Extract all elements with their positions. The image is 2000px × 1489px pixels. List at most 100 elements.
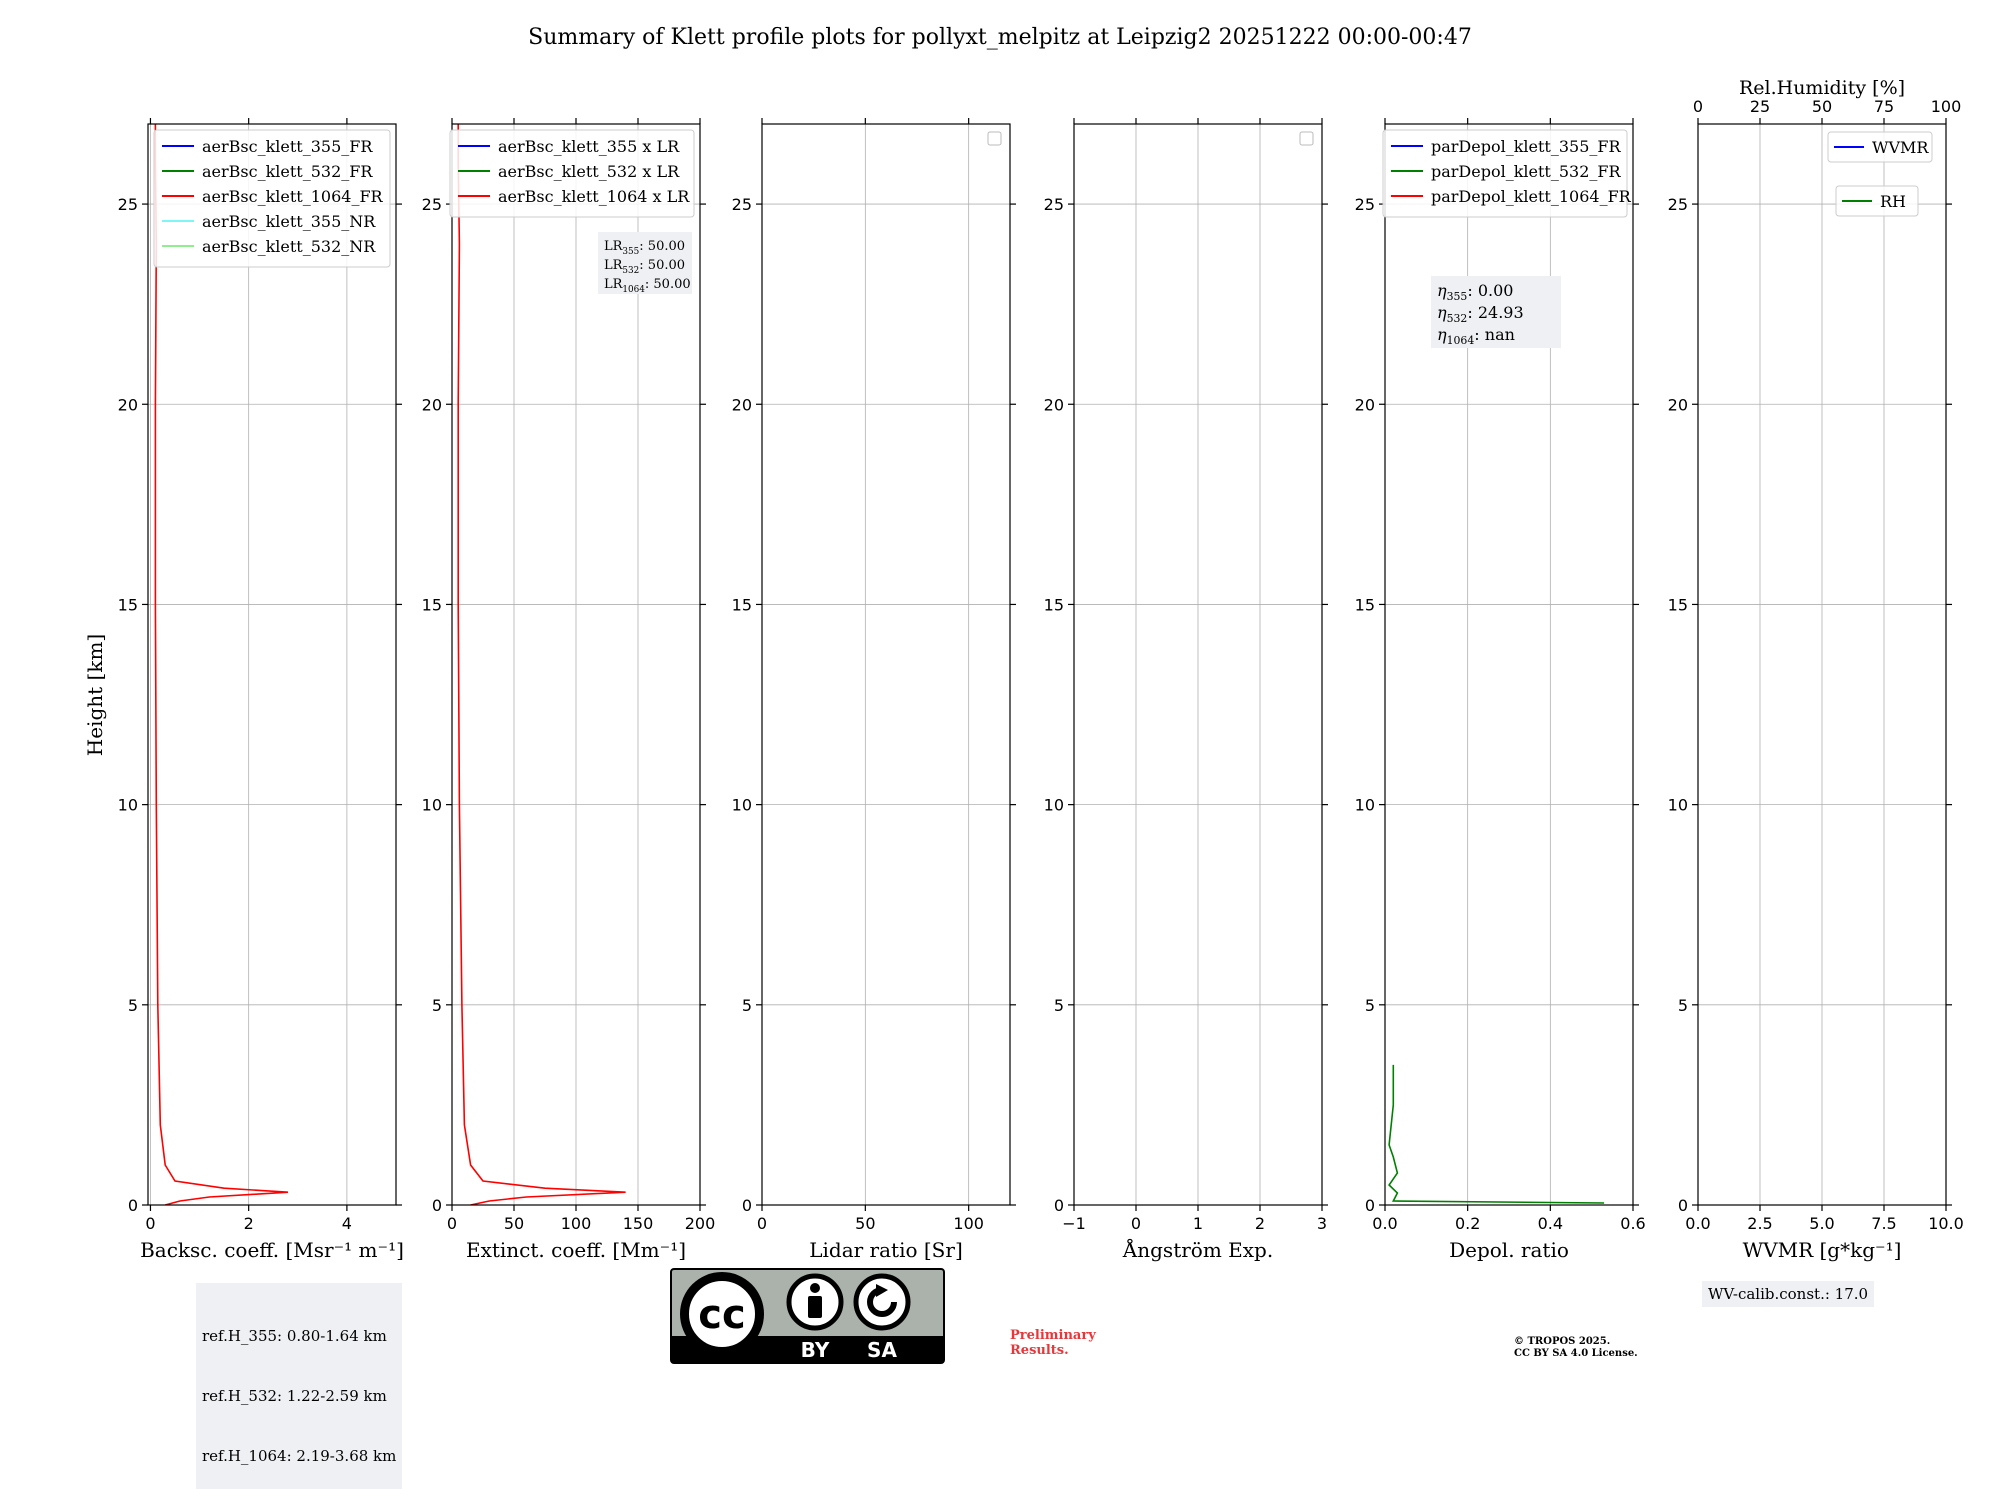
legend-label: aerBsc_klett_532_NR [202,237,376,256]
eta-label: η1064: nan [1437,325,1515,347]
preliminary-line-1: Preliminary [1010,1328,1096,1343]
legend: parDepol_klett_355_FR parDepol_klett_532_… [1382,129,1632,218]
x-tick-label: 100 [561,1214,592,1233]
reference-height-box: ref.H_355: 0.80-1.64 km ref.H_532: 1.22-… [196,1283,403,1489]
x-tick-label: 0 [447,1214,457,1233]
y-tick-label: 0 [128,1196,138,1215]
y-tick-label: 20 [1044,395,1064,414]
y-tick-label: 25 [422,195,442,214]
x-tick-label: 0 [757,1214,767,1233]
cc-badge-sa: SA [867,1338,897,1362]
y-tick-label: 5 [1678,996,1688,1015]
y-tick-label: 25 [1668,195,1688,214]
x-axis-label: Extinct. coeff. [Mm⁻¹] [466,1238,686,1262]
x-tick-label: 0.4 [1538,1214,1563,1233]
cc-badge-by: BY [801,1338,830,1362]
legend-label: aerBsc_klett_355_NR [202,212,376,231]
panel-extinction: 0 5 10 15 20 25 0 50 100 150 200 Extinct. coeff. [M… [422,118,716,1262]
y-tick-label: 0 [1678,1196,1688,1215]
legend-label: aerBsc_klett_1064_FR [202,187,384,206]
y-tick-label: 0 [1365,1196,1375,1215]
y-tick-label: 15 [1355,595,1375,614]
y-tick-label: 15 [732,595,752,614]
y-tick-label: 20 [732,395,752,414]
x-tick-label: 200 [685,1214,716,1233]
y-axis-label: Height [km] [83,634,107,756]
series-line-aerBsc_klett_1064_FR [154,124,289,1205]
x-tick-label: −1 [1062,1214,1086,1233]
y-tick-label: 25 [118,195,138,214]
y-tick-label: 15 [1668,595,1688,614]
legend-label: parDepol_klett_532_FR [1431,162,1622,181]
eta-label: η355: 0.00 [1437,281,1513,303]
series-group [457,124,626,1205]
legend-frame [1827,131,1933,163]
cc-badge-main: cc [698,1292,745,1338]
x-tick-label: 50 [855,1214,875,1233]
x-tick-label: 0.0 [1685,1214,1710,1233]
y-tick-label: 20 [118,395,138,414]
legend-label: aerBsc_klett_532_FR [202,162,373,181]
x-tick-label: 150 [623,1214,654,1233]
top-x-tick-label: 50 [1812,97,1832,116]
x-tick-label: 1 [1193,1214,1203,1233]
y-tick-label: 5 [1365,996,1375,1015]
ref-height-1064: ref.H_1064: 2.19-3.68 km [202,1447,397,1465]
y-tick-label: 10 [732,796,752,815]
legend: aerBsc_klett_355 x LR aerBsc_klett_532 x … [449,129,695,218]
x-tick-label: 0 [145,1214,155,1233]
y-tick-label: 25 [1044,195,1064,214]
copyright-note: © TROPOS 2025. CC BY SA 4.0 License. [1514,1336,1638,1360]
legend-frame [1835,185,1919,217]
y-tick-label: 15 [118,595,138,614]
panel-frame [761,123,1011,1206]
x-axis-label: Ångström Exp. [1122,1237,1273,1262]
panel-frame [147,123,397,1206]
eta-label: η532: 24.93 [1437,303,1524,325]
x-tick-label: 5.0 [1809,1214,1834,1233]
ref-height-532: ref.H_532: 1.22-2.59 km [202,1387,387,1405]
y-tick-label: 25 [1355,195,1375,214]
empty-legend-box [1299,131,1314,146]
x-tick-label: 0.6 [1620,1214,1645,1233]
preliminary-line-2: Results. [1010,1343,1069,1358]
legend-frame [153,129,391,268]
y-tick-label: 0 [432,1196,442,1215]
y-tick-label: 0 [1054,1196,1064,1215]
series-line-parDepol_klett_532_FR [1388,1064,1605,1204]
figure-title: Summary of Klett profile plots for polly… [528,25,1472,50]
x-tick-label: 100 [953,1214,984,1233]
y-tick-label: 20 [422,395,442,414]
x-tick-label: 2 [244,1214,254,1233]
panel-wvmr: 0 5 10 15 20 25 0.0 2.5 5.0 7.5 10.0 WVMR [g*kg⁻¹] 0… [1668,77,1964,1262]
x-tick-label: 7.5 [1871,1214,1896,1233]
y-tick-label: 10 [1668,796,1688,815]
y-tick-label: 5 [128,996,138,1015]
annotation-bg [598,232,692,294]
x-tick-label: 50 [504,1214,524,1233]
legend-label: parDepol_klett_1064_FR [1431,187,1632,206]
legend-label: parDepol_klett_355_FR [1431,137,1622,156]
x-tick-label: 0.0 [1372,1214,1397,1233]
lidar-ratio-label: LR1064: 50.00 [604,277,691,295]
y-tick-label: 15 [422,595,442,614]
y-tick-label: 10 [422,796,442,815]
series-line-aerBsc_klett_1064 x LR [457,124,626,1205]
y-tick-label: 25 [732,195,752,214]
lidar-ratio-label: LR355: 50.00 [604,239,685,257]
legend: WVMR RH [1827,131,1933,217]
x-axis-label: Lidar ratio [Sr] [809,1238,963,1262]
legend-frame [449,129,695,218]
panel-depol: 0 5 10 15 20 25 0.0 0.2 0.4 0.6 Depol. ratio parDep… [1355,118,1646,1262]
legend-label: aerBsc_klett_1064 x LR [498,187,690,206]
top-x-tick-label: 25 [1750,97,1770,116]
x-tick-label: 0.2 [1455,1214,1480,1233]
empty-legend-box [987,131,1002,146]
annotation-bg [1431,276,1561,348]
copyright-line-2: CC BY SA 4.0 License. [1514,1348,1638,1359]
x-tick-label: 2.5 [1747,1214,1772,1233]
wv-calibration-box: WV-calib.const.: 17.0 [1702,1281,1875,1307]
